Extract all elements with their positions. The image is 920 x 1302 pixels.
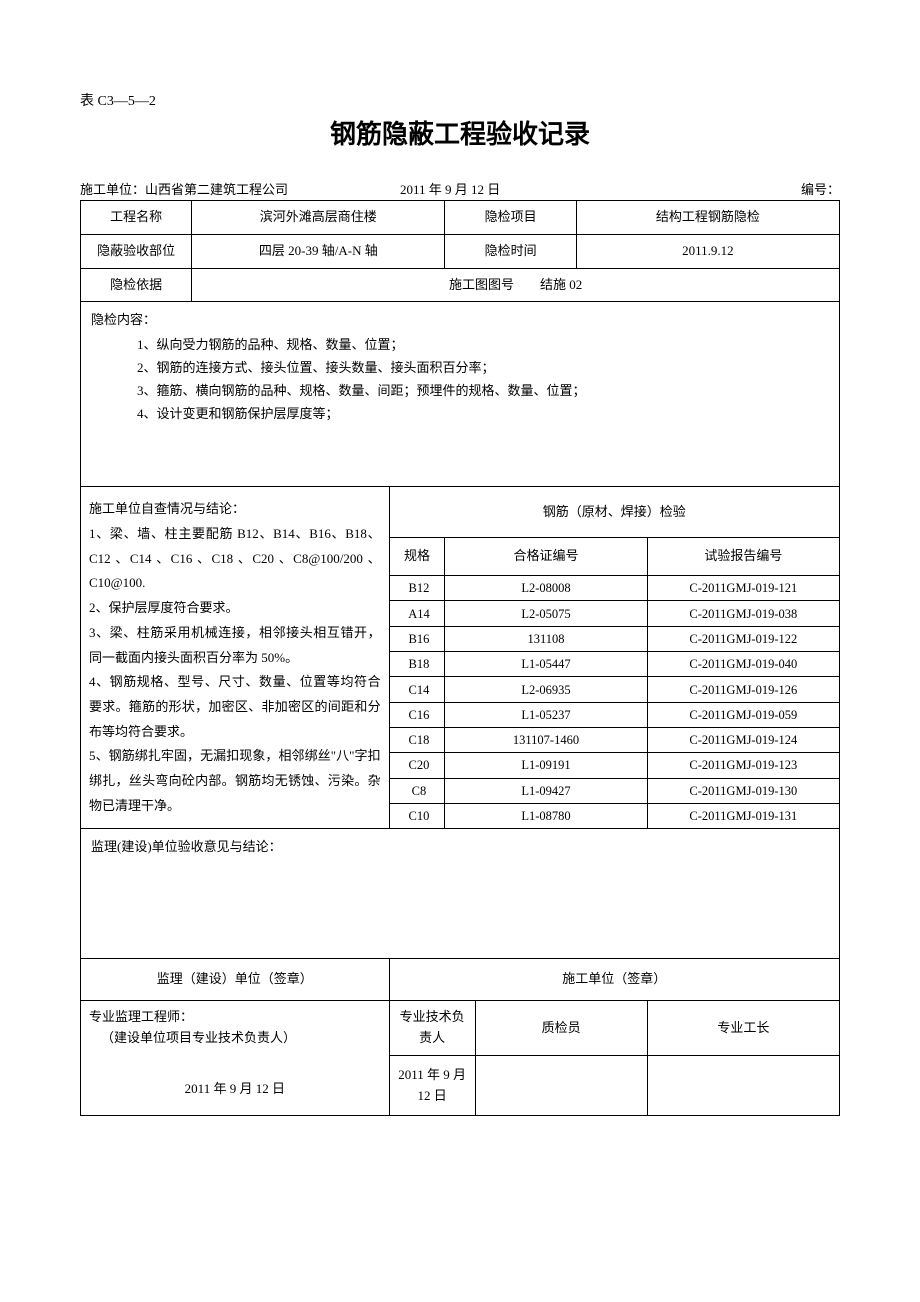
cell-cert: L1-09427	[445, 778, 647, 803]
construction-seal: 施工单位（签章）	[389, 959, 839, 1001]
content-cell: 隐检内容： 1、纵向受力钢筋的品种、规格、数量、位置； 2、钢筋的连接方式、接头…	[81, 302, 840, 487]
cell-spec: A14	[389, 601, 445, 626]
content-item: 2、钢筋的连接方式、接头位置、接头数量、接头面积百分率；	[91, 358, 829, 379]
cell-cert: L1-08780	[445, 803, 647, 828]
cell-spec: C16	[389, 702, 445, 727]
cell-spec: C18	[389, 727, 445, 752]
content-row: 隐检内容： 1、纵向受力钢筋的品种、规格、数量、位置； 2、钢筋的连接方式、接头…	[81, 302, 840, 487]
inspection-title-row: 施工单位自查情况与结论： 1、梁、墙、柱主要配筋 B12、B14、B16、B18…	[81, 487, 840, 537]
project-name: 滨河外滩高层商住楼	[192, 201, 445, 235]
inspect-part-label: 隐蔽验收部位	[81, 234, 192, 268]
cell-report: C-2011GMJ-019-040	[647, 652, 839, 677]
number-label: 编号：	[600, 179, 840, 198]
cell-report: C-2011GMJ-019-131	[647, 803, 839, 828]
inspect-item: 结构工程钢筋隐检	[576, 201, 839, 235]
cell-report: C-2011GMJ-019-130	[647, 778, 839, 803]
cell-cert: L2-08008	[445, 576, 647, 601]
basis-value: 施工图图号 结施 02	[192, 268, 840, 302]
main-table: 工程名称 滨河外滩高层商住楼 隐检项目 结构工程钢筋隐检 隐蔽验收部位 四层 2…	[80, 200, 840, 1116]
cell-report: C-2011GMJ-019-124	[647, 727, 839, 752]
col-report: 试验报告编号	[647, 537, 839, 575]
seal-row: 监理（建设）单位（签章） 施工单位（签章）	[81, 959, 840, 1001]
cell-report: C-2011GMJ-019-038	[647, 601, 839, 626]
cell-spec: B16	[389, 626, 445, 651]
header-line: 施工单位：山西省第二建筑工程公司 2011 年 9 月 12 日 编号：	[80, 179, 840, 198]
self-check-body: 5、钢筋绑扎牢固，无漏扣现象，相邻绑丝"八"字扣绑扎，丝头弯向砼内部。钢筋均无锈…	[89, 748, 381, 812]
cell-report: C-2011GMJ-019-121	[647, 576, 839, 601]
cell-spec: C14	[389, 677, 445, 702]
form-code: 表 C3—5—2	[80, 90, 840, 110]
cell-cert: L1-05447	[445, 652, 647, 677]
header-date: 2011 年 9 月 12 日	[400, 179, 600, 198]
cell-spec: C10	[389, 803, 445, 828]
cell-cert: L1-05237	[445, 702, 647, 727]
qc-sign	[475, 1055, 647, 1115]
date-left: 2011 年 9 月 12 日	[89, 1079, 381, 1100]
opinion-cell: 监理(建设)单位验收意见与结论：	[81, 829, 840, 959]
info-row-1: 工程名称 滨河外滩高层商住楼 隐检项目 结构工程钢筋隐检	[81, 201, 840, 235]
page-title: 钢筋隐蔽工程验收记录	[80, 114, 840, 151]
opinion-label: 监理(建设)单位验收意见与结论：	[91, 839, 282, 854]
self-check-body: 1、梁、墙、柱主要配筋 B12、B14、B16、B18、C12 、C14 、C1…	[89, 526, 381, 590]
self-check-cell: 施工单位自查情况与结论： 1、梁、墙、柱主要配筋 B12、B14、B16、B18…	[81, 487, 390, 829]
self-check-body: 4、钢筋规格、型号、尺寸、数量、位置等均符合要求。箍筋的形状，加密区、非加密区的…	[89, 670, 381, 744]
content-item: 3、箍筋、横向钢筋的品种、规格、数量、间距；预埋件的规格、数量、位置；	[91, 381, 829, 402]
qc-label: 质检员	[475, 1001, 647, 1056]
inspection-title: 钢筋（原材、焊接）检验	[389, 487, 839, 537]
cell-cert: 131107-1460	[445, 727, 647, 752]
self-check-body: 3、梁、柱筋采用机械连接，相邻接头相互错开，同一截面内接头面积百分率为 50%。	[89, 625, 381, 665]
cell-spec: C8	[389, 778, 445, 803]
content-item: 4、设计变更和钢筋保护层厚度等；	[91, 404, 829, 425]
engineer-label: 专业监理工程师：	[89, 1007, 381, 1028]
construction-unit: 山西省第二建筑工程公司	[145, 182, 288, 197]
date-right: 2011 年 9 月 12 日	[389, 1055, 475, 1115]
opinion-row: 监理(建设)单位验收意见与结论：	[81, 829, 840, 959]
cell-cert: 131108	[445, 626, 647, 651]
role-row: 专业监理工程师： （建设单位项目专业技术负责人） 2011 年 9 月 12 日…	[81, 1001, 840, 1056]
info-row-2: 隐蔽验收部位 四层 20-39 轴/A-N 轴 隐检时间 2011.9.12	[81, 234, 840, 268]
col-spec: 规格	[389, 537, 445, 575]
col-cert: 合格证编号	[445, 537, 647, 575]
cell-report: C-2011GMJ-019-123	[647, 753, 839, 778]
tech-lead-label: 专业技术负责人	[389, 1001, 475, 1056]
inspect-item-label: 隐检项目	[445, 201, 577, 235]
content-lead: 隐检内容：	[91, 310, 829, 331]
engineer-cell: 专业监理工程师： （建设单位项目专业技术负责人） 2011 年 9 月 12 日	[81, 1001, 390, 1116]
construction-unit-label: 施工单位：	[80, 182, 145, 197]
content-item: 1、纵向受力钢筋的品种、规格、数量、位置；	[91, 335, 829, 356]
inspect-time-label: 隐检时间	[445, 234, 577, 268]
cell-spec: C20	[389, 753, 445, 778]
cell-report: C-2011GMJ-019-126	[647, 677, 839, 702]
cell-cert: L2-06935	[445, 677, 647, 702]
basis-label: 隐检依据	[81, 268, 192, 302]
engineer-sub: （建设单位项目专业技术负责人）	[89, 1028, 381, 1049]
foreman-sign	[647, 1055, 839, 1115]
cell-report: C-2011GMJ-019-059	[647, 702, 839, 727]
cell-cert: L1-09191	[445, 753, 647, 778]
project-name-label: 工程名称	[81, 201, 192, 235]
cell-spec: B18	[389, 652, 445, 677]
cell-report: C-2011GMJ-019-122	[647, 626, 839, 651]
inspect-part: 四层 20-39 轴/A-N 轴	[192, 234, 445, 268]
cell-spec: B12	[389, 576, 445, 601]
self-check-lead: 施工单位自查情况与结论：	[89, 497, 381, 522]
cell-cert: L2-05075	[445, 601, 647, 626]
inspect-time: 2011.9.12	[576, 234, 839, 268]
info-row-3: 隐检依据 施工图图号 结施 02	[81, 268, 840, 302]
self-check-body: 2、保护层厚度符合要求。	[89, 596, 381, 621]
foreman-label: 专业工长	[647, 1001, 839, 1056]
supervisor-seal: 监理（建设）单位（签章）	[81, 959, 390, 1001]
